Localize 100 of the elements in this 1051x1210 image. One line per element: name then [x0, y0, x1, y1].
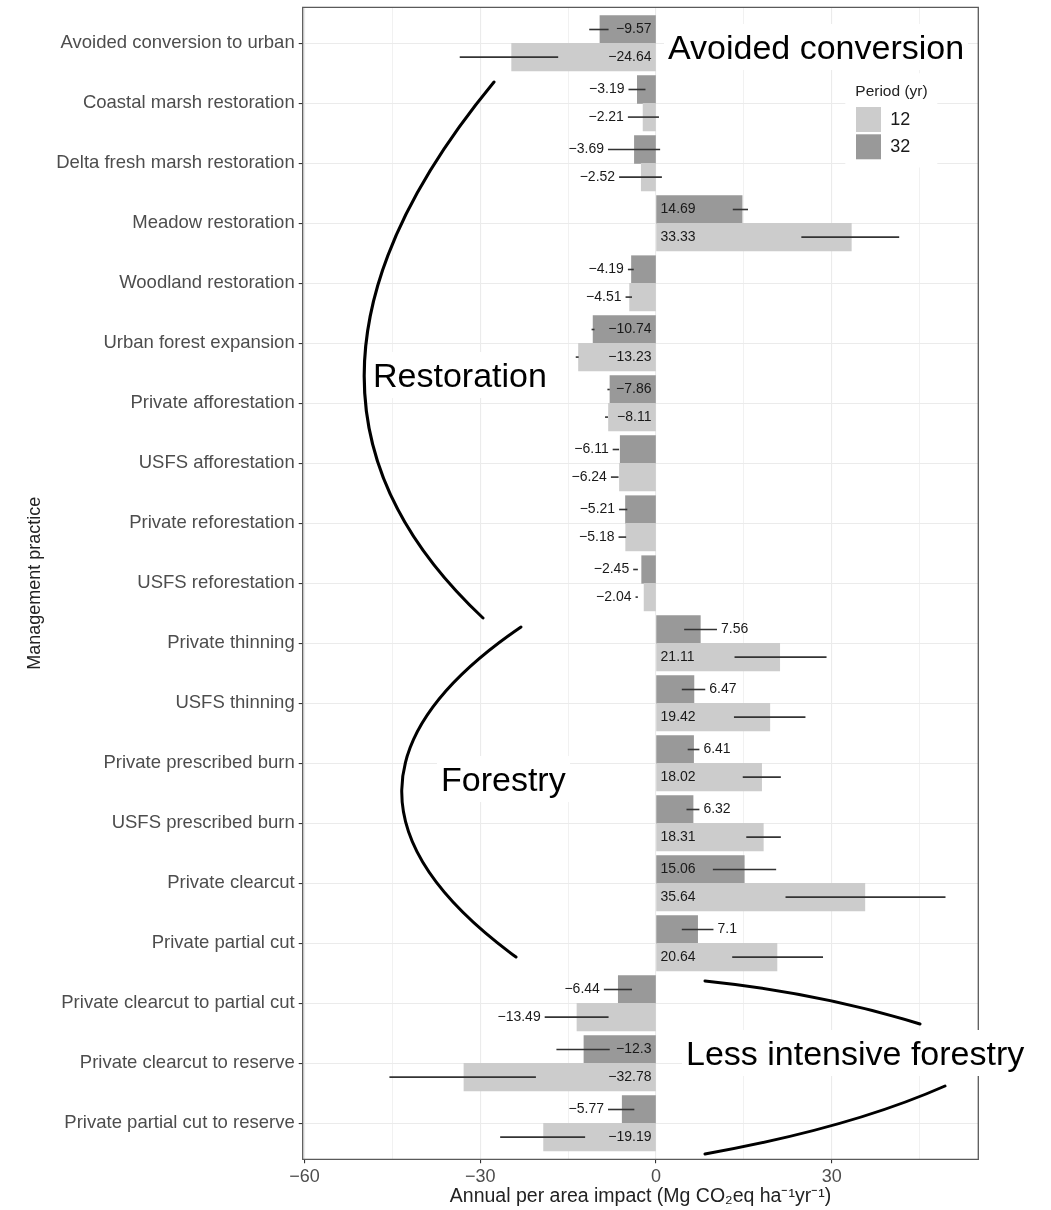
bar — [463, 1062, 656, 1092]
bar — [608, 402, 656, 432]
data-label: 21.11 — [660, 647, 695, 664]
data-label: 6.32 — [703, 800, 731, 817]
bar — [583, 1035, 656, 1064]
data-label: −6.11 — [574, 440, 609, 457]
bar — [578, 342, 656, 372]
y-tick-label: Private afforestation — [130, 391, 295, 413]
data-label: −8.11 — [617, 407, 652, 424]
bar — [617, 975, 656, 1004]
bar — [656, 822, 764, 852]
data-label: −2.45 — [593, 560, 630, 577]
data-label: −3.69 — [568, 140, 605, 157]
y-tick-label: USFS reforestation — [137, 571, 295, 593]
y-tick-label: Private partial cut to reserve — [64, 1111, 295, 1133]
data-label: 6.47 — [709, 680, 737, 697]
bar — [656, 882, 866, 912]
y-tick-label: Private partial cut — [151, 931, 295, 953]
data-label: −6.44 — [564, 980, 601, 997]
data-label: 7.56 — [720, 620, 749, 637]
y-tick-label: Meadow restoration — [132, 211, 295, 233]
legend-label: 32 — [890, 136, 911, 157]
data-label: 35.64 — [660, 887, 696, 904]
data-label: 7.1 — [717, 920, 738, 937]
bar — [576, 1002, 656, 1032]
bar — [642, 102, 656, 132]
y-tick-label: Private clearcut to reserve — [79, 1051, 295, 1073]
bar — [656, 675, 695, 704]
bar — [619, 462, 656, 492]
data-label: 33.33 — [660, 227, 696, 244]
x-tick-label: 30 — [821, 1166, 842, 1187]
bar — [629, 282, 656, 312]
legend-title: Period (yr) — [855, 82, 928, 100]
data-label: −2.04 — [596, 587, 632, 604]
bar — [641, 555, 656, 584]
y-tick-label: Private thinning — [167, 631, 295, 653]
bar — [656, 915, 698, 944]
data-label: 18.02 — [660, 767, 696, 784]
bar — [643, 582, 656, 612]
x-axis-title: Annual per area impact (Mg CO₂eq ha⁻¹yr⁻¹) — [449, 1184, 832, 1207]
x-tick-label: −60 — [289, 1166, 320, 1187]
data-label: −4.19 — [588, 260, 625, 277]
data-label: −32.78 — [608, 1067, 652, 1084]
data-label: −3.19 — [589, 80, 625, 97]
y-tick-label: Coastal marsh restoration — [82, 91, 295, 113]
data-label: −4.51 — [586, 287, 622, 304]
bar — [656, 942, 778, 972]
y-tick-label: Delta fresh marsh restoration — [56, 151, 295, 173]
data-label: −19.19 — [608, 1127, 652, 1144]
bar — [656, 615, 701, 644]
bar — [656, 735, 694, 764]
data-label: −6.24 — [571, 467, 608, 484]
x-tick-label: 0 — [651, 1166, 662, 1187]
x-tick-label: −30 — [464, 1166, 496, 1187]
annotation: Restoration — [369, 352, 551, 398]
bar — [619, 435, 656, 464]
bar — [656, 195, 743, 224]
data-label: 20.64 — [660, 947, 696, 964]
y-tick-label: Avoided conversion to urban — [60, 31, 295, 53]
data-label: −5.18 — [579, 527, 615, 544]
data-label: −2.21 — [588, 107, 625, 124]
y-tick-label: USFS prescribed burn — [111, 811, 295, 833]
data-label: −9.57 — [616, 20, 652, 37]
data-label: −5.21 — [579, 500, 616, 517]
bar — [634, 135, 656, 164]
data-label: 15.06 — [660, 860, 696, 877]
bar — [625, 495, 656, 524]
y-tick-label: Private prescribed burn — [103, 751, 295, 773]
data-label: 18.31 — [660, 827, 696, 844]
data-label: −13.49 — [497, 1007, 541, 1024]
y-tick-label: USFS thinning — [175, 691, 295, 713]
data-label: −13.23 — [608, 347, 652, 364]
legend-label: 12 — [890, 108, 911, 129]
data-label: −12.3 — [616, 1040, 652, 1057]
data-label: −2.52 — [579, 167, 616, 184]
bar — [625, 522, 656, 552]
bar — [656, 855, 745, 884]
data-label: −10.74 — [608, 320, 652, 337]
y-tick-label: Urban forest expansion — [103, 331, 295, 353]
data-label: 6.41 — [703, 740, 731, 757]
bar — [637, 75, 656, 104]
annotation: Less intensive forestry — [682, 1030, 1029, 1076]
bar — [656, 762, 762, 792]
bar — [656, 795, 694, 824]
data-label: 14.69 — [660, 200, 696, 217]
y-tick-label: Private clearcut to partial cut — [61, 991, 295, 1013]
bar — [656, 222, 852, 252]
bar — [621, 1095, 656, 1124]
data-label: −5.77 — [568, 1100, 605, 1117]
bar — [656, 642, 781, 672]
bar — [640, 162, 656, 192]
bar — [543, 1122, 656, 1152]
y-tick-label: Private clearcut — [167, 871, 295, 893]
bar — [511, 42, 656, 72]
annotation: Avoided conversion — [664, 24, 969, 70]
y-tick-label: Woodland restoration — [119, 271, 295, 293]
data-label: 19.42 — [660, 707, 696, 724]
y-axis-title: Management practice — [23, 496, 44, 670]
data-label: −24.64 — [608, 47, 652, 64]
bar — [656, 702, 771, 732]
